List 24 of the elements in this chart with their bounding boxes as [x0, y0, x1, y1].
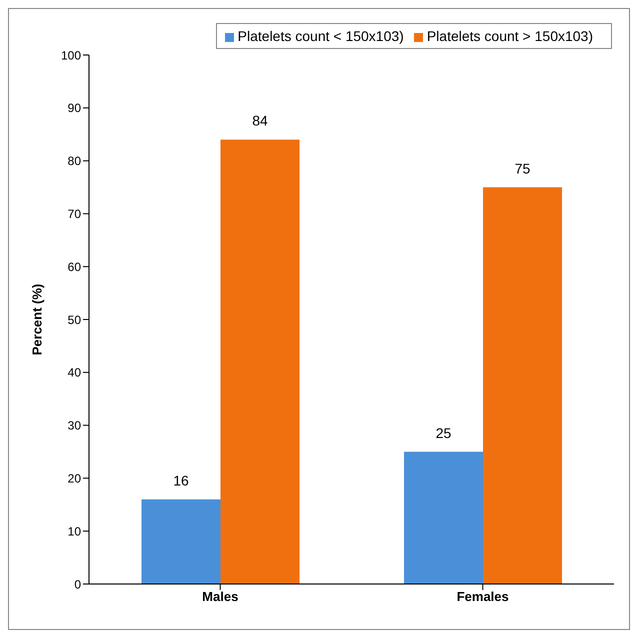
bar: [404, 452, 483, 584]
y-tick-label: 0: [74, 577, 82, 592]
y-tick-label: 90: [68, 101, 82, 116]
bar: [483, 187, 562, 584]
y-axis-title: Percent (%): [30, 284, 45, 356]
bar: [142, 499, 220, 584]
data-label: 84: [252, 112, 268, 129]
data-label: 16: [173, 472, 189, 488]
y-tick-label: 20: [68, 471, 82, 486]
x-tick-label: Males: [202, 589, 238, 604]
y-tick-label: 10: [68, 524, 82, 538]
bar: [220, 140, 300, 584]
data-label: 75: [514, 160, 530, 176]
legend-label: Platelets count > 150x103): [426, 28, 593, 44]
y-tick-label: 50: [68, 312, 82, 327]
x-tick-label: Females: [456, 589, 509, 604]
y-tick-label: 30: [68, 418, 82, 433]
y-tick-label: 80: [68, 154, 82, 168]
y-tick-label: 100: [60, 48, 82, 62]
y-tick-label: 60: [68, 260, 82, 274]
legend-label: Platelets count < 150x103): [238, 28, 404, 44]
data-label: 25: [436, 424, 452, 441]
y-tick-label: 70: [68, 206, 82, 221]
y-tick-label: 40: [68, 366, 82, 380]
